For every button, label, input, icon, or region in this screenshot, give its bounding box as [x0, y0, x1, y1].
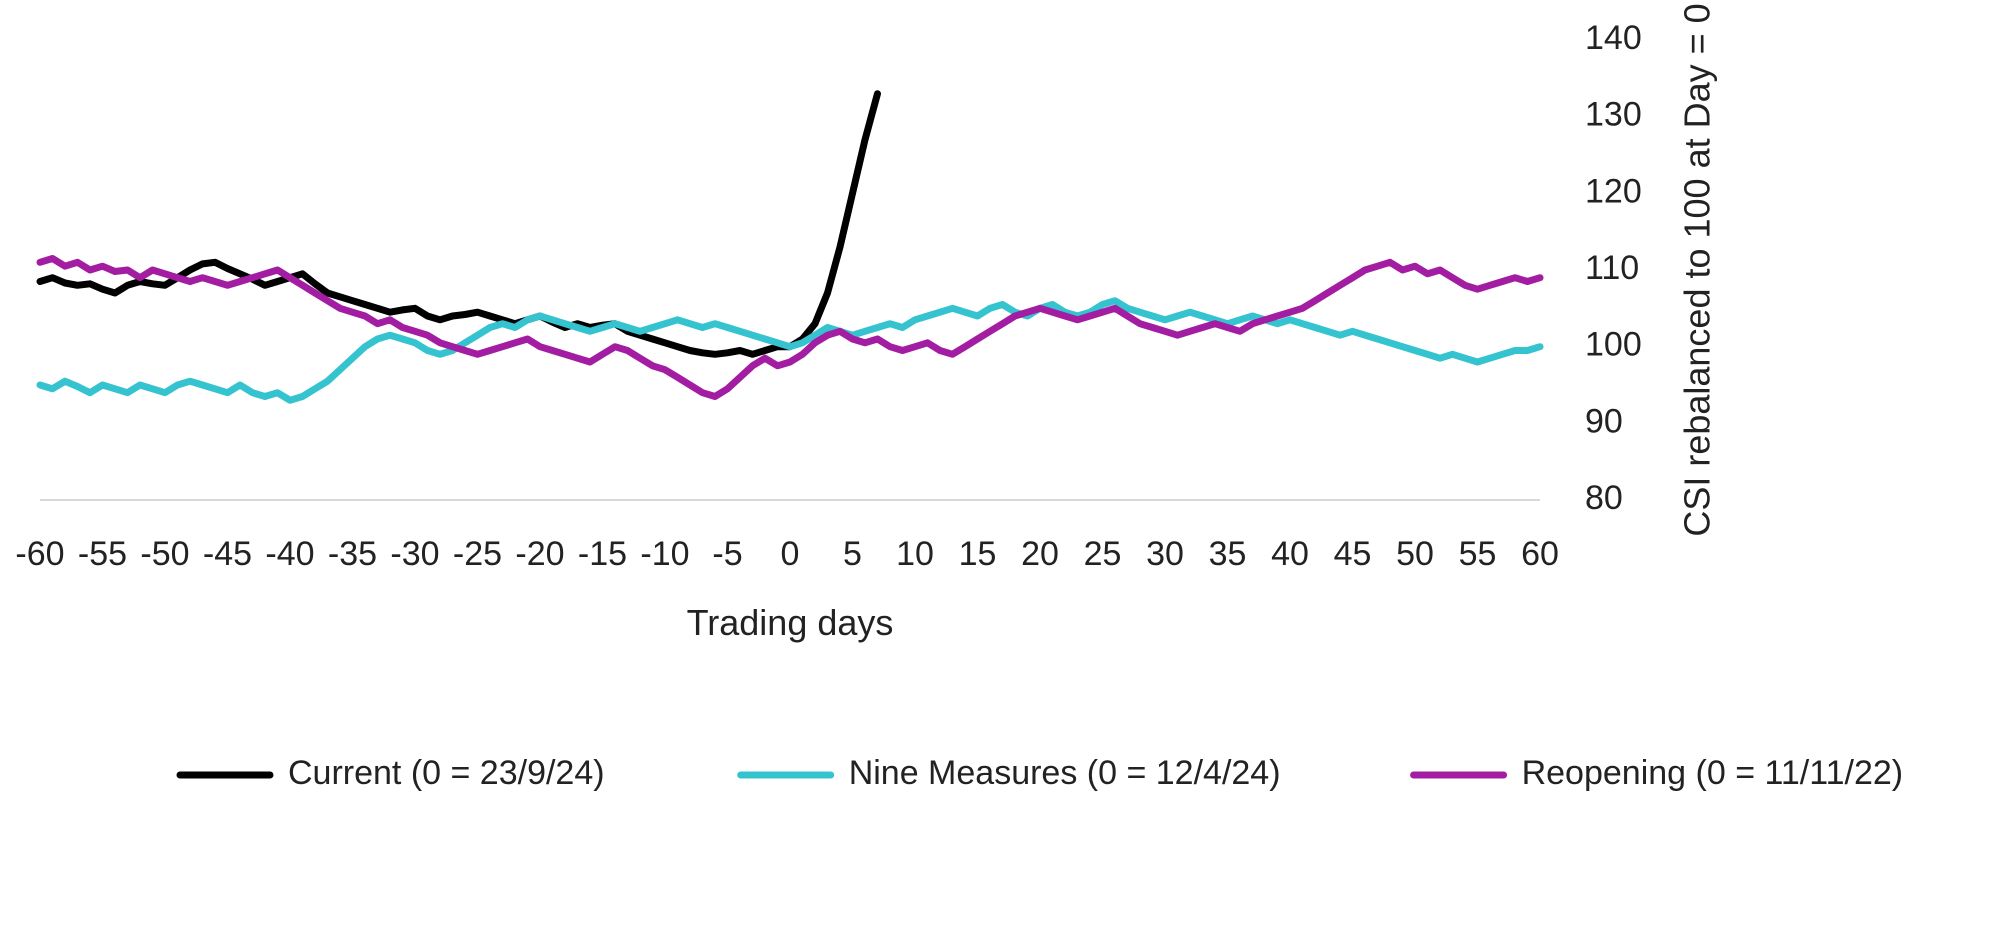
x-tick-label: 20 [1021, 535, 1059, 573]
x-tick-label: -50 [140, 535, 189, 573]
legend-label: Current (0 = 23/9/24) [288, 754, 605, 792]
x-tick-label: 45 [1334, 535, 1372, 573]
x-tick-label: -20 [515, 535, 564, 573]
x-tick-label: 30 [1146, 535, 1184, 573]
y-tick-label: 80 [1585, 479, 1623, 517]
x-tick-label: -60 [15, 535, 64, 573]
y-tick-label: 130 [1585, 96, 1642, 134]
x-tick-label: 25 [1084, 535, 1122, 573]
x-tick-label: 35 [1209, 535, 1247, 573]
x-tick-label: 5 [843, 535, 862, 573]
y-tick-label: 120 [1585, 172, 1642, 210]
x-tick-label: 50 [1396, 535, 1434, 573]
x-tick-label: -10 [640, 535, 689, 573]
legend-label: Reopening (0 = 11/11/22) [1522, 754, 1904, 792]
x-axis-title: Trading days [687, 602, 894, 643]
series-line [40, 301, 1540, 401]
x-tick-label: -45 [203, 535, 252, 573]
y-tick-label: 140 [1585, 19, 1642, 57]
x-tick-label: -5 [712, 535, 742, 573]
y-axis-title: CSI rebalanced to 100 at Day = 0 [1677, 3, 1718, 536]
x-tick-label: 10 [896, 535, 934, 573]
x-tick-label: -55 [78, 535, 127, 573]
y-tick-label: 110 [1585, 249, 1639, 287]
x-tick-label: -35 [328, 535, 377, 573]
x-tick-label: 15 [959, 535, 997, 573]
y-tick-label: 90 [1585, 402, 1623, 440]
chart-svg: 8090100110120130140CSI rebalanced to 100… [0, 0, 2016, 949]
x-tick-label: -15 [578, 535, 627, 573]
series-line [40, 94, 878, 355]
x-tick-label: -40 [265, 535, 314, 573]
x-tick-label: 40 [1271, 535, 1309, 573]
line-chart: 8090100110120130140CSI rebalanced to 100… [0, 0, 2016, 949]
x-tick-label: 0 [781, 535, 800, 573]
legend-label: Nine Measures (0 = 12/4/24) [849, 754, 1281, 792]
y-tick-label: 100 [1585, 326, 1642, 364]
x-tick-label: -25 [453, 535, 502, 573]
x-tick-label: -30 [390, 535, 439, 573]
x-tick-label: 60 [1521, 535, 1559, 573]
x-tick-label: 55 [1459, 535, 1497, 573]
